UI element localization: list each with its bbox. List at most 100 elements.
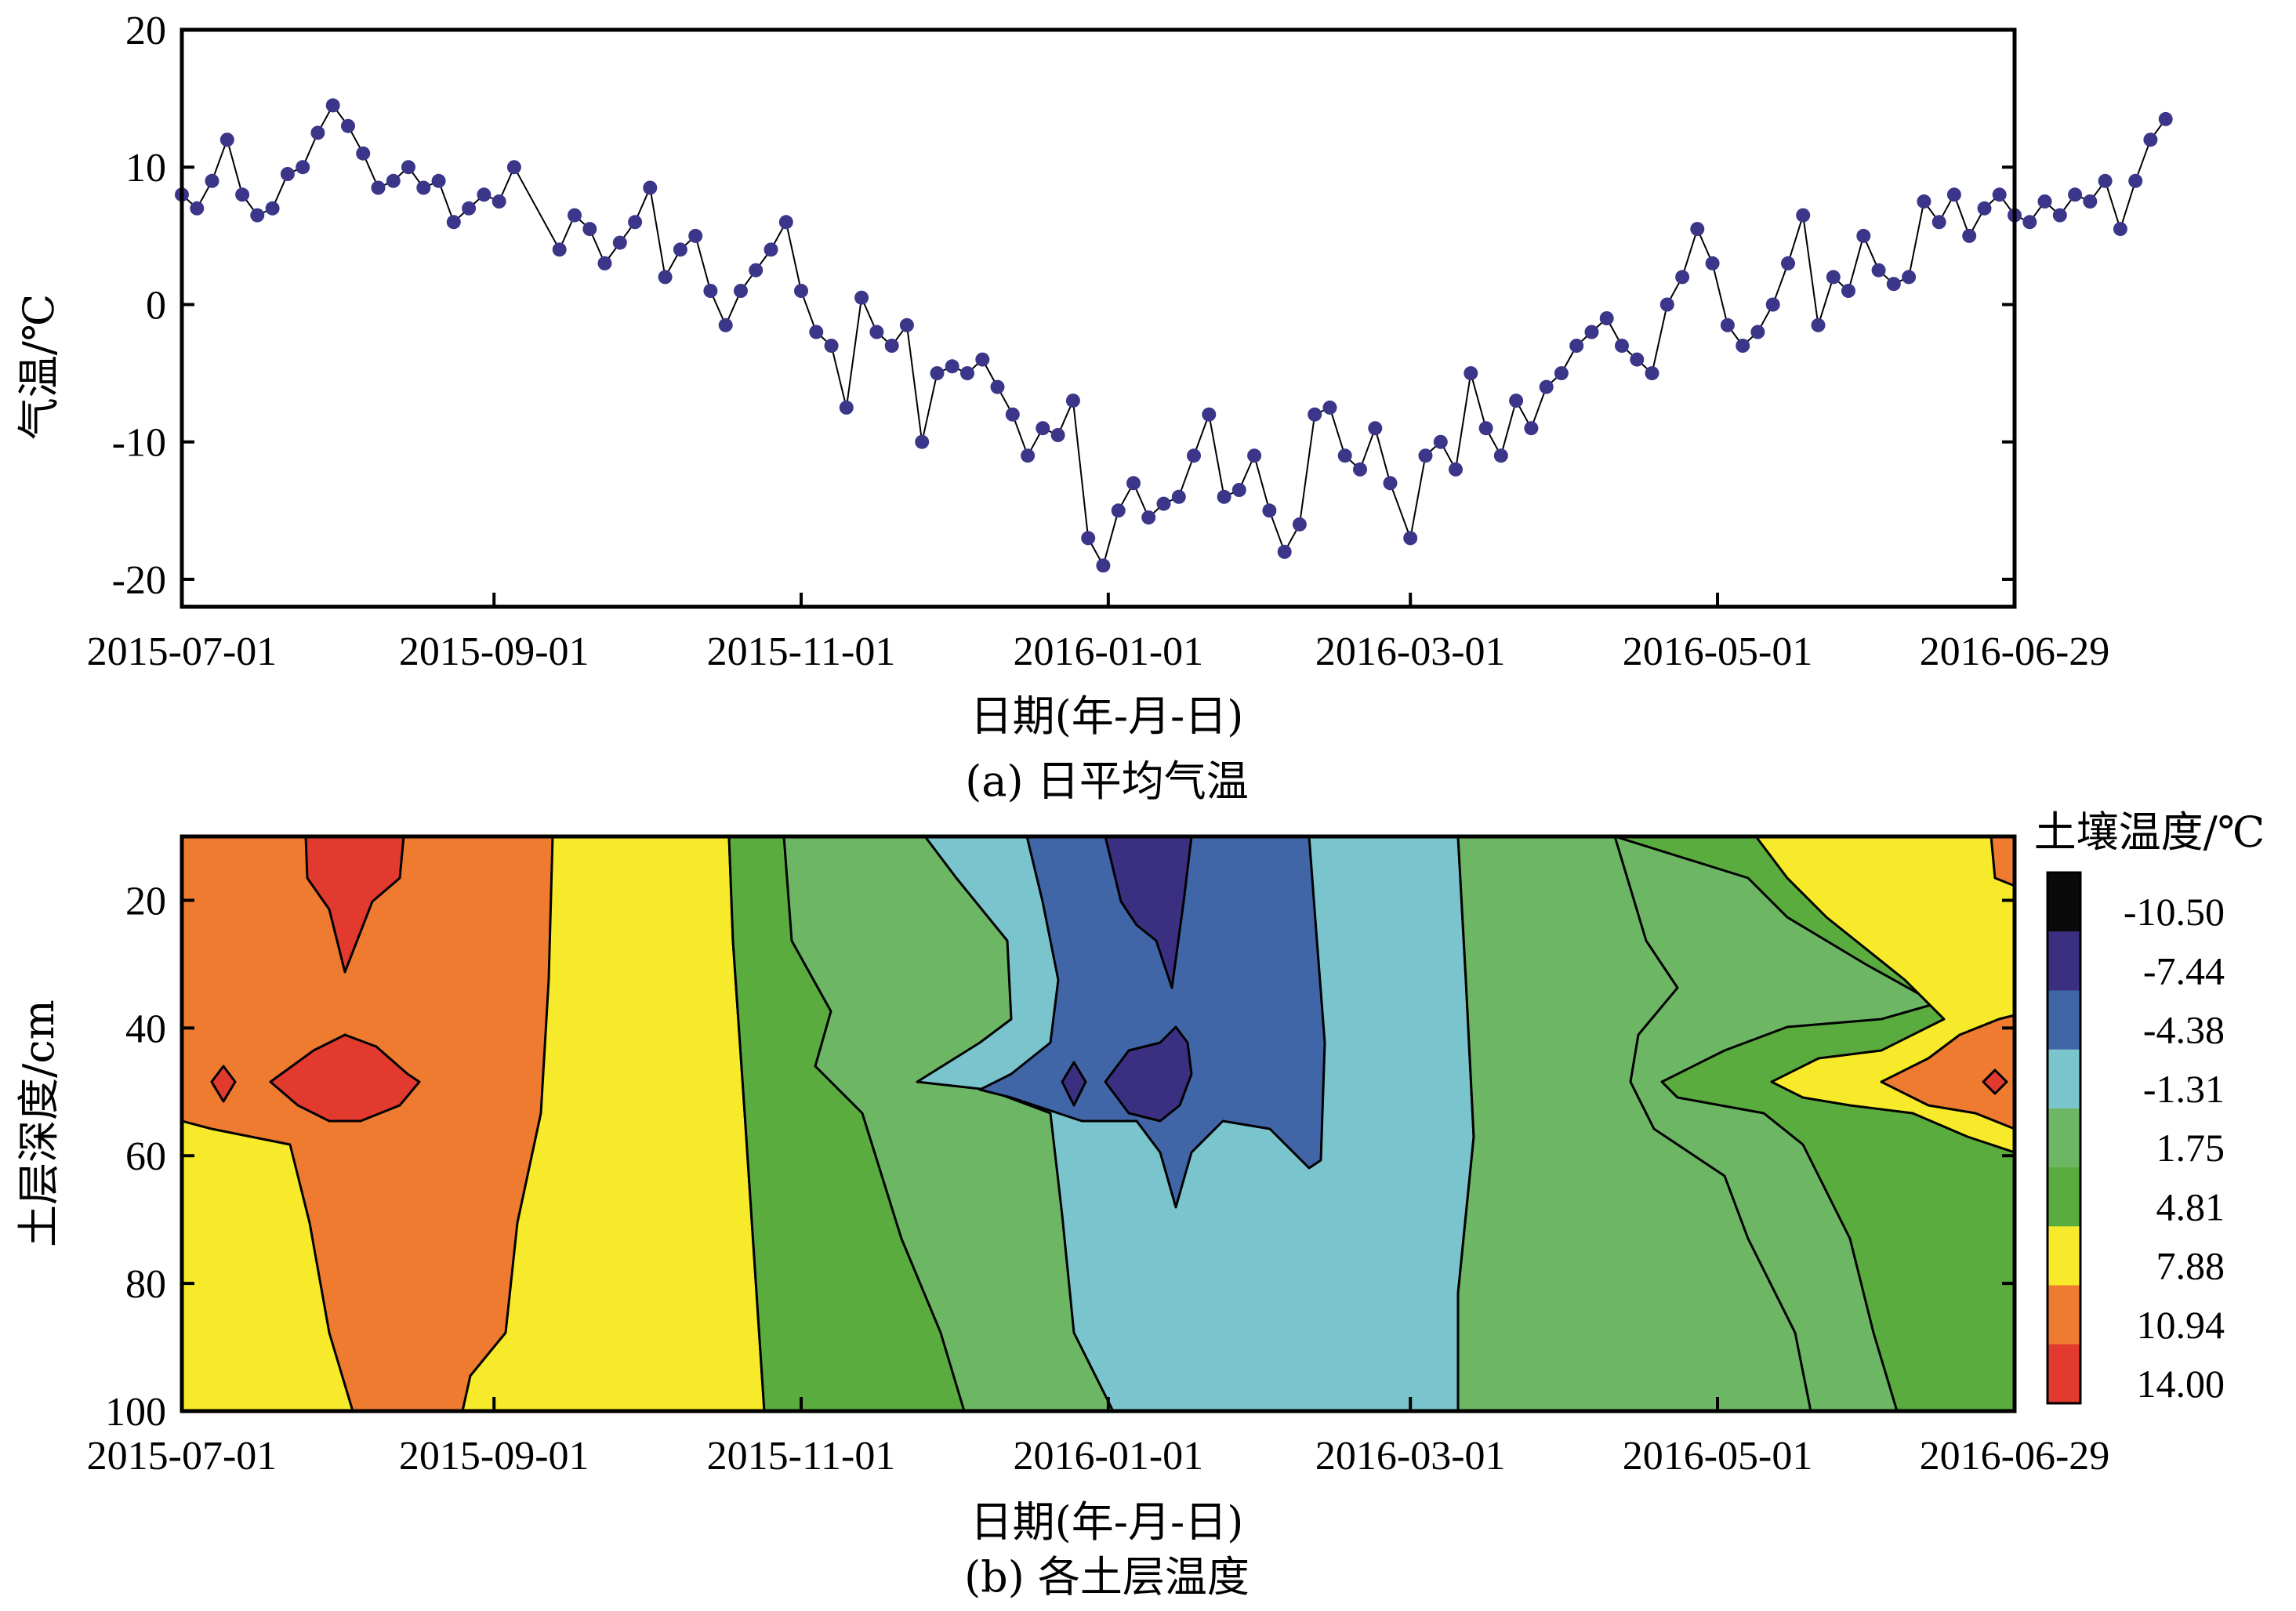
air-temperature-x-tick-label: 2015-11-01 — [707, 630, 896, 674]
soil-temperature-colorbar: 土壤温度/℃ -10.50 -7.44 -4.38 -1.31 1.75 4.81 7.88… — [2034, 807, 2265, 1406]
soil-temperature-plot-frame — [180, 834, 2017, 1413]
air-temperature-point — [431, 173, 446, 188]
colorbar-band — [2048, 1108, 2080, 1168]
colorbar-level-label: 7.88 — [2156, 1244, 2225, 1288]
soil-temperature-x-tick-label: 2015-07-01 — [87, 1434, 277, 1479]
air-temperature-point — [1811, 317, 1826, 332]
colorbar-level-label: -4.38 — [2143, 1008, 2225, 1052]
air-temperature-point — [1217, 489, 1231, 504]
colorbar-band — [2048, 1167, 2080, 1227]
colorbar-band — [2048, 1049, 2080, 1109]
air-temperature-point — [628, 215, 643, 230]
air-temperature-point — [945, 359, 959, 374]
air-temperature-point — [1690, 222, 1705, 237]
air-temperature-point — [1675, 270, 1690, 285]
air-temperature-point — [296, 160, 310, 175]
air-temperature-point — [341, 118, 355, 133]
colorbar-labels: -10.50 -7.44 -4.38 -1.31 1.75 4.81 7.88 10.94 14… — [2124, 890, 2225, 1406]
air-temperature-point — [2068, 187, 2083, 202]
air-temperature-y-axis-title: 气温/℃ — [14, 294, 63, 441]
colorbar-bands — [2046, 871, 2082, 1405]
air-temperature-point — [1021, 448, 1036, 463]
air-temperature-point — [1736, 339, 1750, 353]
air-temperature-point — [477, 187, 491, 202]
contour-band-red-mid — [269, 1033, 421, 1123]
soil-temperature-y-tick-label: 60 — [125, 1134, 166, 1179]
air-temperature-point — [688, 228, 703, 243]
colorbar-level-label: -7.44 — [2143, 949, 2225, 992]
air-temperature-point — [1992, 187, 2007, 202]
air-temperature-point — [401, 160, 415, 175]
soil-temperature-x-tick-label: 2016-06-29 — [1920, 1434, 2110, 1479]
air-temperature-point — [1231, 483, 1246, 497]
air-temperature-point — [235, 187, 250, 202]
air-temperature-point — [2083, 194, 2098, 209]
contour-band-orange-top-2016 — [1990, 836, 2015, 887]
colorbar-band — [2048, 1285, 2080, 1345]
air-temperature-panel: 20 10 0 -10 -20 2015-07-01 2015-09-01 2015-11-0… — [14, 9, 2173, 806]
air-temperature-point — [1841, 284, 1855, 298]
air-temperature-point — [1081, 531, 1096, 546]
colorbar-level-label: 4.81 — [2156, 1185, 2225, 1228]
contour-band-red-left — [210, 1065, 237, 1103]
air-temperature-point — [552, 242, 567, 257]
soil-temperature-y-axis-title: 土层深度/cm — [14, 1000, 63, 1247]
colorbar-frame — [2046, 871, 2082, 1405]
air-temperature-point — [794, 284, 808, 298]
air-temperature-point — [1705, 256, 1720, 270]
air-temperature-point — [1781, 256, 1795, 270]
air-temperature-point — [930, 366, 945, 381]
air-temperature-x-tick-label: 2015-09-01 — [399, 630, 589, 674]
air-temperature-y-tick-label: 10 — [125, 146, 166, 190]
air-temperature-y-tick-label: 20 — [125, 9, 166, 53]
air-temperature-point — [1368, 421, 1383, 436]
contour-band-darkblue-mid — [1104, 1025, 1193, 1123]
air-temperature-point — [446, 215, 461, 230]
air-temperature-x-tick-label: 2016-05-01 — [1623, 630, 1813, 674]
soil-temperature-y-tick-label: 80 — [125, 1262, 166, 1307]
air-temperature-point — [734, 284, 748, 298]
air-temperature-point — [310, 125, 325, 140]
air-temperature-point — [749, 263, 764, 278]
air-temperature-point — [1262, 503, 1277, 518]
contour-band-green-autumn — [727, 836, 966, 1411]
soil-temperature-contour-fill — [182, 836, 2015, 1411]
air-temperature-y-tick-label: -20 — [112, 558, 166, 603]
air-temperature-point — [1171, 489, 1186, 504]
air-temperature-point — [1403, 531, 1418, 546]
air-temperature-point — [219, 132, 234, 147]
air-temperature-point — [2143, 132, 2158, 147]
contour-band-darkblue-small — [1061, 1061, 1087, 1107]
air-temperature-point — [764, 242, 778, 257]
air-temperature-point — [703, 284, 718, 298]
air-temperature-x-tick-label: 2016-03-01 — [1315, 630, 1506, 674]
air-temperature-point — [2022, 215, 2037, 230]
air-temperature-point — [325, 98, 340, 113]
air-temperature-plot-frame — [180, 27, 2017, 609]
air-temperature-point — [1187, 448, 1201, 463]
colorbar-level-label: -1.31 — [2143, 1067, 2225, 1111]
air-temperature-point — [462, 201, 477, 216]
air-temperature-point — [1065, 394, 1080, 408]
air-temperature-point — [1796, 208, 1811, 223]
air-temperature-point — [1765, 297, 1780, 312]
air-temperature-point — [1433, 434, 1448, 449]
soil-temperature-caption: (b) 各土层温度 — [964, 1552, 1250, 1602]
air-temperature-point — [1659, 297, 1674, 312]
air-temperature-point — [568, 208, 582, 223]
air-temperature-point — [1383, 476, 1398, 491]
air-temperature-point — [1202, 407, 1217, 422]
colorbar-level-label: 14.00 — [2137, 1362, 2225, 1406]
air-temperature-point — [265, 201, 280, 216]
air-temperature-point — [1554, 366, 1569, 381]
air-temperature-point — [1449, 462, 1463, 477]
air-temperature-point — [2128, 173, 2143, 188]
air-temperature-axis-ticks: 20 10 0 -10 -20 2015-07-01 2015-09-01 2015-11-0… — [87, 9, 2110, 674]
soil-temperature-x-axis-title: 日期(年-月-日) — [970, 1497, 1244, 1547]
colorbar-title: 土壤温度/℃ — [2034, 807, 2265, 857]
air-temperature-point — [1126, 476, 1141, 491]
air-temperature-point — [1615, 339, 1629, 353]
air-temperature-point — [506, 160, 521, 175]
